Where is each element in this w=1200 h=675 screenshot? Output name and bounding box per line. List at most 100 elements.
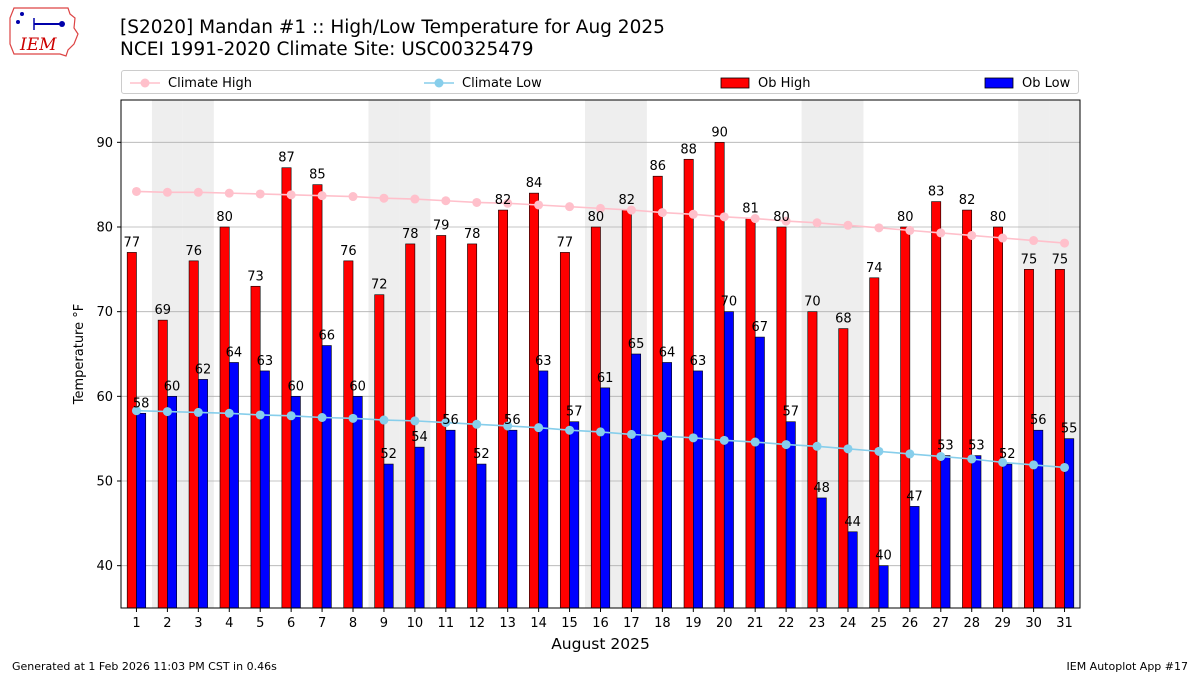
climate-low-point	[534, 423, 544, 433]
ob-high-bar	[1024, 269, 1034, 609]
climate-low-point	[162, 407, 172, 417]
ob-low-value-label: 64	[226, 345, 243, 360]
ob-low-value-label: 53	[937, 439, 954, 454]
x-tick-label: 1	[132, 616, 140, 631]
ob-low-bar	[290, 396, 301, 609]
climate-low-point	[472, 419, 482, 429]
legend-ob-high: Ob High	[720, 74, 811, 92]
x-tick-label: 27	[933, 616, 950, 631]
climate-low-point	[967, 454, 977, 464]
x-tick-label: 6	[287, 616, 295, 631]
climate-low-point	[503, 421, 513, 431]
x-tick-label: 9	[380, 616, 388, 631]
x-tick-label: 17	[623, 616, 640, 631]
ob-low-value-label: 57	[782, 405, 799, 420]
ob-low-bar	[476, 463, 487, 609]
ob-high-swatch-icon	[720, 77, 750, 89]
climate-high-point	[534, 200, 544, 210]
climate-low-point	[874, 446, 884, 456]
climate-low-point	[379, 415, 389, 425]
climate-high-point	[131, 186, 141, 196]
climate-low-point	[441, 418, 451, 428]
ob-high-value-label: 76	[340, 244, 357, 259]
climate-high-point	[998, 233, 1008, 243]
ob-low-value-label: 63	[690, 354, 707, 369]
iowa-state-outline	[9, 7, 79, 57]
footer-generated: Generated at 1 Feb 2026 11:03 PM CST in …	[12, 660, 277, 673]
climate-high-point	[224, 188, 234, 198]
ob-high-value-label: 76	[185, 244, 202, 259]
climate-low-point	[812, 441, 822, 451]
climate-low-point	[348, 413, 358, 423]
ob-high-bar	[343, 260, 354, 609]
climate-high-point	[162, 187, 172, 197]
ob-low-bar	[723, 311, 734, 609]
x-tick-label: 4	[225, 616, 233, 631]
ob-low-bar	[136, 412, 147, 609]
ob-high-bar	[621, 209, 632, 609]
ob-high-value-label: 69	[154, 303, 171, 318]
logo-text: IEM	[19, 35, 57, 55]
ob-low-bar	[259, 370, 270, 609]
x-tick-label: 12	[468, 616, 485, 631]
ob-low-value-label: 40	[875, 549, 892, 564]
ob-high-value-label: 77	[124, 235, 141, 250]
ob-low-value-label: 60	[164, 379, 181, 394]
climate-low-point	[596, 427, 605, 437]
climate-high-point	[286, 190, 296, 200]
ob-low-bar	[600, 387, 611, 609]
climate-high-point	[1060, 238, 1070, 248]
legend-label: Climate High	[168, 75, 253, 91]
ob-high-bar	[157, 319, 168, 609]
ob-high-bar	[126, 252, 137, 609]
climate-high-point	[348, 192, 358, 202]
legend-label: Ob Low	[1022, 75, 1071, 91]
ob-low-bar	[167, 396, 177, 609]
ob-high-bar	[931, 201, 942, 609]
ob-low-value-label: 48	[813, 481, 830, 496]
ob-low-bar	[414, 446, 425, 609]
ob-low-bar	[754, 336, 765, 609]
ob-high-bar	[993, 226, 1003, 609]
ob-high-value-label: 80	[773, 210, 790, 225]
ob-low-value-label: 64	[659, 345, 676, 360]
climate-high-point	[781, 216, 791, 226]
ob-high-value-label: 75	[1052, 252, 1069, 267]
legend-climate-low: Climate Low	[424, 74, 542, 92]
y-tick-label: 90	[96, 136, 113, 151]
x-tick-label: 16	[592, 616, 609, 631]
ob-low-bar	[878, 565, 889, 609]
ob-low-bar	[228, 362, 239, 609]
climate-high-point	[719, 212, 729, 222]
ob-low-bar	[847, 531, 858, 609]
x-tick-label: 10	[407, 616, 424, 631]
y-tick-label: 80	[96, 221, 113, 236]
climate-high-point	[657, 208, 667, 218]
ob-low-bar	[445, 429, 456, 609]
ob-low-bar	[816, 497, 827, 609]
x-tick-label: 15	[561, 616, 578, 631]
climate-lines	[131, 186, 1070, 472]
ob-high-bar	[962, 209, 973, 609]
ob-high-value-label: 83	[928, 185, 945, 200]
ob-low-value-label: 52	[473, 447, 490, 462]
x-tick-label: 24	[840, 616, 857, 631]
ob-high-bar	[1054, 269, 1065, 609]
ob-high-value-label: 84	[526, 176, 543, 191]
ob-low-bar	[321, 345, 332, 609]
ob-low-bar	[909, 506, 920, 609]
x-tick-label: 22	[778, 616, 795, 631]
legend-climate-high: Climate High	[130, 74, 252, 92]
x-tick-label: 28	[963, 616, 980, 631]
legend-label: Climate Low	[462, 75, 542, 91]
x-tick-label: 21	[747, 616, 764, 631]
climate-high-point	[379, 193, 389, 203]
ob-low-bar	[631, 353, 642, 609]
ob-low-value-label: 57	[566, 405, 583, 420]
x-tick-label: 3	[194, 616, 202, 631]
climate-high-point	[317, 191, 327, 201]
x-tick-label: 18	[654, 616, 671, 631]
iem-logo: IEM	[9, 7, 79, 57]
climate-high-point	[812, 218, 822, 228]
